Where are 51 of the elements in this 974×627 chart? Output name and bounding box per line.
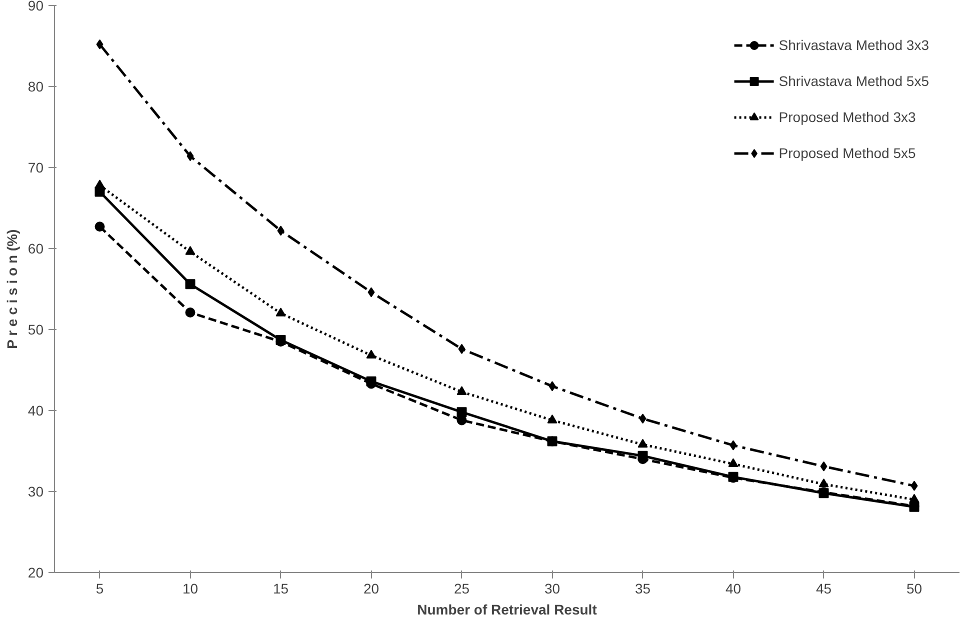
y-tick-label: 70 <box>28 160 44 176</box>
y-tick-label: 30 <box>28 484 44 500</box>
point <box>547 436 558 446</box>
x-tick-label: 15 <box>272 580 289 596</box>
point <box>456 386 467 395</box>
x-tick-label: 30 <box>544 580 560 596</box>
x-tick-label: 20 <box>363 580 380 596</box>
point <box>185 308 196 318</box>
x-tick-label: 35 <box>634 580 651 596</box>
legend-label: Proposed Method 5x5 <box>778 145 916 161</box>
y-tick-label: 40 <box>28 402 44 418</box>
point <box>458 344 466 354</box>
point <box>547 414 558 424</box>
y-tick-label: 80 <box>28 78 44 94</box>
point <box>185 279 196 290</box>
y-tick-label: 60 <box>28 240 44 256</box>
x-tick-label: 10 <box>182 580 198 596</box>
point <box>94 222 105 232</box>
point <box>728 458 738 468</box>
point <box>638 438 648 448</box>
point <box>548 381 556 392</box>
point <box>185 246 196 255</box>
point <box>456 407 467 418</box>
x-tick-label: 25 <box>454 580 470 596</box>
point <box>186 151 194 162</box>
x-tick-label: 50 <box>906 580 922 596</box>
point <box>910 480 918 491</box>
point <box>639 414 646 424</box>
legend-label: Shrivastava Method 3x3 <box>778 37 929 53</box>
x-tick-label: 5 <box>96 580 104 596</box>
point <box>818 478 829 488</box>
point <box>96 39 104 50</box>
point <box>909 494 920 503</box>
y-tick-label: 90 <box>28 0 44 14</box>
x-axis-title: Number of Retrieval Result <box>417 602 598 618</box>
legend-label: Shrivastava Method 5x5 <box>778 73 929 89</box>
point <box>730 440 737 450</box>
point <box>366 350 376 359</box>
x-tick-label: 45 <box>816 580 832 596</box>
point <box>276 308 286 316</box>
y-axis-title: P r e c i s i o n (%) <box>4 229 20 349</box>
legend-label: Proposed Method 3x3 <box>778 109 916 125</box>
point <box>94 180 105 188</box>
point <box>277 226 284 236</box>
point <box>638 450 648 461</box>
x-tick-label: 40 <box>725 580 742 596</box>
y-tick-label: 50 <box>28 322 44 338</box>
y-tick-label: 20 <box>28 564 44 580</box>
point <box>368 287 375 298</box>
point <box>820 461 828 472</box>
point <box>366 376 376 386</box>
